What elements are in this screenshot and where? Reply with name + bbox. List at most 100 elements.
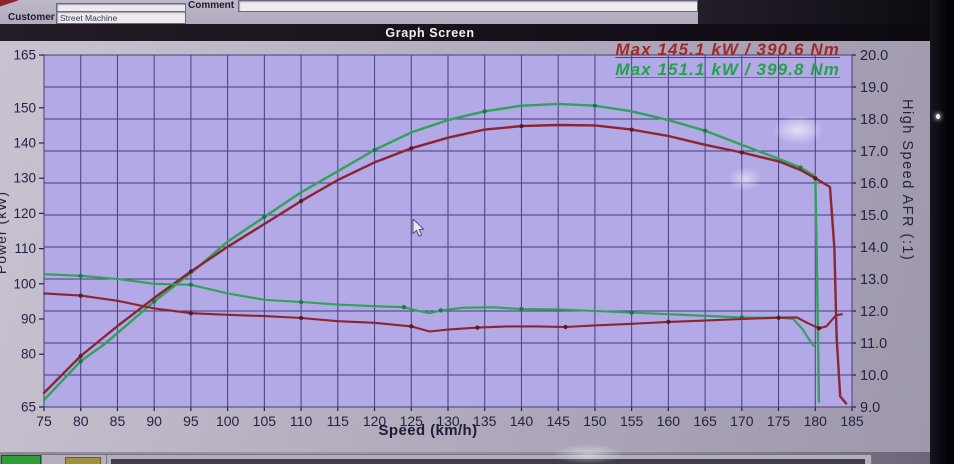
- curve-point: [188, 282, 194, 287]
- right-axis-tick-label: 9.0: [860, 400, 880, 416]
- graph-screen-title-bar: Graph Screen: [0, 24, 930, 41]
- curve-point: [519, 306, 524, 312]
- left-axis-tick-label: 130: [13, 171, 36, 186]
- x-tick-label: 170: [730, 413, 754, 429]
- curve-point: [78, 273, 83, 278]
- curve-point: [739, 150, 744, 155]
- toolbar-status-bar: [106, 454, 872, 464]
- toolbar-status-bar-inner: [111, 459, 865, 464]
- curve-point: [78, 353, 83, 359]
- bottom-toolbar-strip: [0, 452, 930, 464]
- curve-point: [262, 214, 267, 220]
- left-axis-tick-label: 120: [13, 206, 36, 221]
- curve-point: [298, 299, 304, 305]
- chart-area: 75 80 85 90 95 100 105 110 115 120 125 130 135 140 145…: [0, 40, 930, 452]
- curve-point: [666, 319, 671, 324]
- x-tick-label: 95: [183, 413, 199, 429]
- curve-point: [702, 128, 708, 133]
- mouse-cursor-icon: [412, 219, 425, 237]
- monitor-bezel: [930, 0, 954, 464]
- x-tick-label: 100: [216, 413, 240, 429]
- curve-point: [629, 310, 634, 315]
- left-axis-title: Power (kW): [0, 191, 9, 275]
- curve-point: [78, 359, 83, 364]
- left-axis-tick-label: 90: [21, 312, 36, 327]
- curve-point: [592, 103, 598, 108]
- x-tick-label: 115: [327, 413, 350, 429]
- bezel-light-reflection: [936, 114, 940, 119]
- right-axis-tick-label: 10.0: [860, 368, 888, 384]
- x-tick-label: 120: [363, 413, 387, 429]
- app-screen: Comment Customer Graph Screen 75 80 85 90 95…: [0, 0, 930, 464]
- left-axis-tick-label: 80: [21, 347, 36, 362]
- left-axis-tick-label: 150: [13, 100, 36, 115]
- x-tick-label: 90: [146, 413, 162, 429]
- x-tick-label: 130: [436, 413, 460, 429]
- comment-label: Comment: [188, 0, 235, 11]
- curve-point: [776, 315, 781, 320]
- x-tick-label: 185: [840, 413, 864, 429]
- x-tick-label: 155: [620, 413, 644, 429]
- right-axis-tick-label: 16.0: [860, 176, 888, 192]
- curve-point: [519, 124, 524, 129]
- right-axis-tick-label: 11.0: [860, 336, 887, 352]
- curve-point: [438, 308, 443, 313]
- right-axis-tick-label: 13.0: [860, 272, 888, 288]
- curve-point: [482, 109, 487, 114]
- x-tick-label: 135: [473, 413, 497, 429]
- x-tick-label: 85: [110, 413, 126, 429]
- x-tick-label: 165: [693, 413, 717, 429]
- customer-input[interactable]: [56, 11, 186, 24]
- toolbar-button-olive[interactable]: [65, 457, 101, 464]
- toolbar-button-green[interactable]: [1, 455, 41, 464]
- right-axis-tick-label: 17.0: [860, 144, 888, 160]
- x-tick-label: 150: [583, 413, 607, 429]
- x-tick-label: 140: [510, 413, 534, 429]
- comment-row: Comment: [0, 0, 930, 13]
- curve-point: [409, 146, 414, 151]
- screen-edge-shadow: [698, 0, 930, 24]
- curve-point: [152, 299, 157, 304]
- curve-power-red-run: [42, 123, 848, 405]
- left-axis-tick-label: 165: [13, 48, 36, 63]
- x-tick-label: 145: [547, 413, 571, 429]
- left-axis-tick-label: 65: [21, 400, 36, 415]
- x-tick-label: 75: [36, 413, 52, 429]
- x-tick-label: 175: [767, 413, 791, 429]
- right-axis-tick-label: 12.0: [860, 304, 888, 320]
- max-power-annotation-red: Max 145.1 kW / 390.6 Nm: [615, 40, 840, 59]
- right-axis-tick-label: 19.0: [860, 80, 888, 96]
- curve-point: [188, 311, 194, 316]
- x-tick-label: 180: [804, 413, 828, 429]
- curve-point: [372, 147, 377, 153]
- curve-point: [188, 269, 194, 274]
- right-axis-title: High Speed AFR (:1): [899, 99, 915, 262]
- x-tick-label: 105: [253, 413, 277, 429]
- x-tick-label: 80: [73, 413, 89, 429]
- right-axis-tick-label: 15.0: [860, 208, 888, 224]
- curve-point: [298, 198, 304, 204]
- curve-point: [409, 324, 414, 329]
- curve-afr-red-run: [42, 292, 843, 333]
- right-axis-tick-label: 20.0: [860, 48, 888, 64]
- dyno-chart: 75 80 85 90 95 100 105 110 115 120 125 130 135 140 145…: [13, 48, 888, 430]
- curve-point: [298, 315, 304, 321]
- customer-row: Customer: [0, 11, 930, 24]
- x-tick-label: 125: [400, 413, 424, 429]
- toolbar-button-group: [41, 454, 107, 464]
- curve-point: [401, 305, 407, 310]
- left-axis-tick-label: 100: [13, 276, 36, 291]
- left-axis-tick-label: 110: [14, 241, 36, 256]
- comment-input[interactable]: [238, 0, 698, 12]
- page-title: Graph Screen: [385, 26, 475, 40]
- max-power-annotation-green: Max 151.1 kW / 399.8 Nm: [615, 60, 840, 79]
- right-axis-tick-label: 14.0: [860, 240, 888, 256]
- x-axis-title: Speed (km/h): [378, 422, 478, 439]
- vehicle-info-bar: Comment Customer: [0, 0, 930, 24]
- curve-power-green-run: [42, 102, 821, 403]
- x-tick-label: 110: [290, 413, 313, 429]
- curve-point: [813, 176, 818, 181]
- customer-label: Customer: [8, 12, 55, 23]
- curve-point: [629, 127, 634, 132]
- curve-point: [816, 326, 822, 331]
